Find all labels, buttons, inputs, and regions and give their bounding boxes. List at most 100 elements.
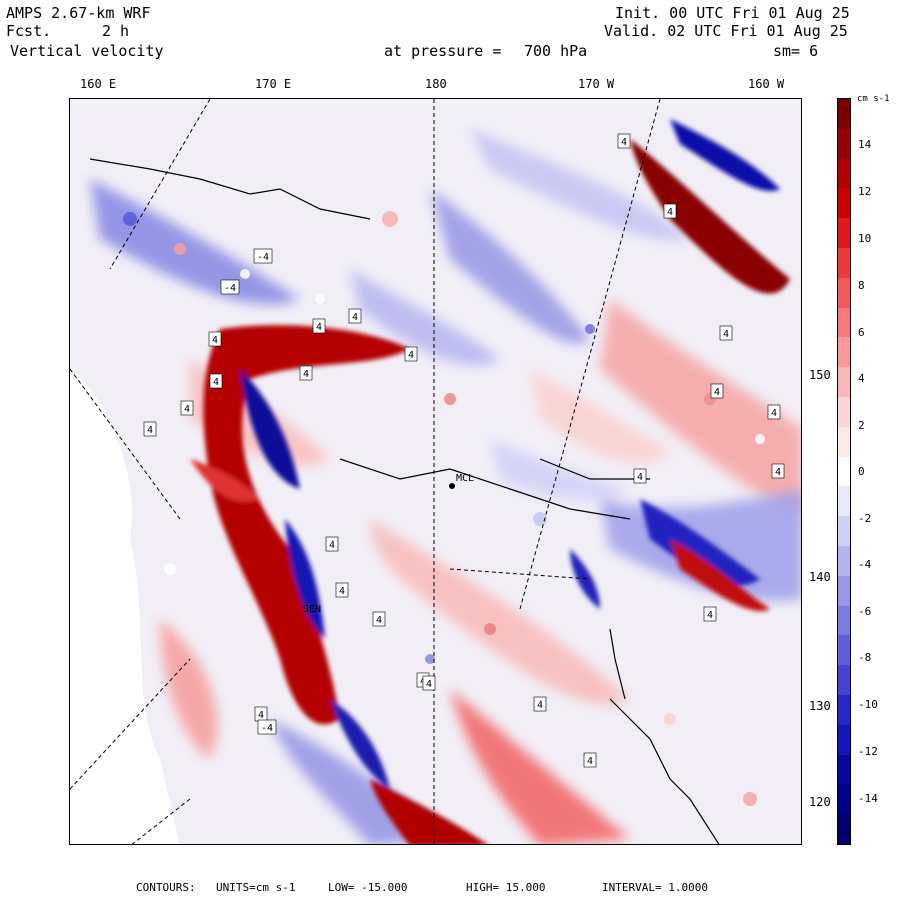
lat-label: 140 W bbox=[808, 570, 847, 584]
lon-label: 180 bbox=[425, 77, 447, 91]
colorbar-tick-label: -12 bbox=[858, 745, 878, 758]
colorbar-swatch bbox=[838, 99, 850, 129]
colorbar-swatch bbox=[838, 128, 850, 159]
colorbar-swatch bbox=[838, 277, 850, 308]
svg-text:4: 4 bbox=[408, 350, 414, 361]
colorbar-tick-label: 12 bbox=[858, 185, 872, 198]
colorbar-swatch bbox=[838, 456, 850, 487]
contour-label-negative: -4 bbox=[220, 279, 240, 295]
contour-label: 4 bbox=[208, 331, 222, 347]
colorbar-tick-label: -14 bbox=[858, 792, 878, 805]
pressure-value: 700 hPa bbox=[524, 42, 588, 60]
svg-text:4: 4 bbox=[587, 756, 593, 767]
colorbar-tick-label: 2 bbox=[858, 419, 865, 432]
colorbar-swatch bbox=[838, 426, 850, 457]
lon-label: 170 W bbox=[578, 77, 615, 91]
colorbar-tick-label: -8 bbox=[858, 651, 872, 664]
model-title: AMPS 2.67-km WRF bbox=[6, 4, 151, 22]
contour-label: 4 bbox=[180, 400, 194, 416]
svg-text:4: 4 bbox=[621, 137, 627, 148]
contour-label: 4 bbox=[771, 463, 785, 479]
colorbar-tick-label: 10 bbox=[858, 232, 872, 245]
colorbar-unit: cm s-1 bbox=[857, 94, 890, 104]
colorbar-swatch bbox=[838, 218, 850, 248]
field-name: Vertical velocity bbox=[10, 42, 164, 60]
velocity-field-map: MCL SEN 4 4 4 4 4 4 4 4 4 4 4 4 4 4 4 4 … bbox=[70, 99, 801, 844]
forecast-label: Fcst. bbox=[6, 22, 52, 40]
colorbar-swatch bbox=[838, 575, 850, 606]
contour-label: 4 bbox=[325, 536, 339, 552]
interval-value: INTERVAL= 1.0000 bbox=[602, 881, 708, 894]
lat-label: 120 W bbox=[808, 795, 847, 809]
contours-label: CONTOURS: bbox=[136, 881, 196, 894]
svg-text:4: 4 bbox=[771, 408, 777, 419]
colorbar-tick-label: 0 bbox=[858, 465, 865, 478]
contour-label: 4 bbox=[663, 203, 677, 219]
contour-label: 4 bbox=[299, 365, 313, 381]
contour-label: 4 bbox=[209, 373, 223, 389]
colorbar-swatch bbox=[838, 814, 850, 844]
contour-label: 4 bbox=[583, 752, 597, 768]
svg-text:4: 4 bbox=[303, 369, 309, 380]
colorbar-swatch bbox=[838, 605, 850, 636]
svg-text:-4: -4 bbox=[257, 252, 269, 263]
colorbar-tick-label: 8 bbox=[858, 279, 865, 292]
colorbar bbox=[837, 98, 851, 845]
svg-text:-4: -4 bbox=[261, 723, 273, 734]
pressure-label: at pressure = bbox=[384, 42, 502, 60]
map-panel: MCL SEN 4 4 4 4 4 4 4 4 4 4 4 4 4 4 4 4 … bbox=[69, 98, 802, 845]
svg-text:4: 4 bbox=[667, 207, 673, 218]
svg-text:4: 4 bbox=[329, 540, 335, 551]
contour-label: 4 bbox=[404, 346, 418, 362]
contour-label: 4 bbox=[372, 611, 386, 627]
colorbar-swatch bbox=[838, 486, 850, 517]
colorbar-swatch bbox=[838, 665, 850, 695]
contour-label: 4 bbox=[533, 696, 547, 712]
lon-label: 170 E bbox=[255, 77, 292, 91]
colorbar-tick-label: -6 bbox=[858, 605, 872, 618]
low-value: LOW= -15.000 bbox=[328, 881, 408, 894]
contour-label: 4 bbox=[312, 318, 326, 334]
svg-text:4: 4 bbox=[212, 335, 218, 346]
colorbar-swatch bbox=[838, 188, 850, 219]
forecast-hour: 2 h bbox=[102, 22, 130, 40]
high-value: HIGH= 15.000 bbox=[466, 881, 546, 894]
svg-text:4: 4 bbox=[637, 472, 643, 483]
colorbar-swatch bbox=[838, 694, 850, 725]
svg-text:4: 4 bbox=[775, 467, 781, 478]
init-time: Init. 00 UTC Fri 01 Aug 25 bbox=[615, 4, 850, 22]
contour-label: 4 bbox=[633, 468, 647, 484]
colorbar-tick-label: 6 bbox=[858, 326, 865, 339]
colorbar-tick-label: 4 bbox=[858, 372, 865, 385]
station-label-mcl: MCL bbox=[456, 473, 474, 484]
lon-label: 160 W bbox=[748, 77, 785, 91]
lon-label: 160 E bbox=[80, 77, 117, 91]
colorbar-swatch bbox=[838, 635, 850, 666]
contour-label: 4 bbox=[767, 404, 781, 420]
svg-text:4: 4 bbox=[316, 322, 322, 333]
svg-text:4: 4 bbox=[184, 404, 190, 415]
svg-text:4: 4 bbox=[723, 329, 729, 340]
contour-label: 4 bbox=[348, 308, 362, 324]
colorbar-swatch bbox=[838, 247, 850, 278]
colorbar-swatch bbox=[838, 724, 850, 755]
colorbar-swatch bbox=[838, 516, 850, 546]
contour-label: 4 bbox=[143, 421, 157, 437]
units-label: UNITS=cm s-1 bbox=[216, 881, 296, 894]
colorbar-swatch bbox=[838, 367, 850, 397]
contour-label: 4 bbox=[617, 133, 631, 149]
station-label-sen: SEN bbox=[303, 604, 321, 615]
contour-label-negative: -4 bbox=[257, 719, 277, 735]
svg-text:4: 4 bbox=[707, 610, 713, 621]
colorbar-tick-label: -2 bbox=[858, 512, 872, 525]
svg-text:4: 4 bbox=[714, 387, 720, 398]
colorbar-swatch bbox=[838, 158, 850, 189]
svg-text:4: 4 bbox=[426, 679, 432, 690]
contour-label: 4 bbox=[422, 675, 436, 691]
svg-text:4: 4 bbox=[213, 377, 219, 388]
contour-label: 4 bbox=[335, 582, 349, 598]
colorbar-tick-label: -4 bbox=[858, 558, 872, 571]
contour-label: 4 bbox=[710, 383, 724, 399]
lat-label: 150 W bbox=[808, 368, 847, 382]
svg-text:4: 4 bbox=[258, 710, 264, 721]
